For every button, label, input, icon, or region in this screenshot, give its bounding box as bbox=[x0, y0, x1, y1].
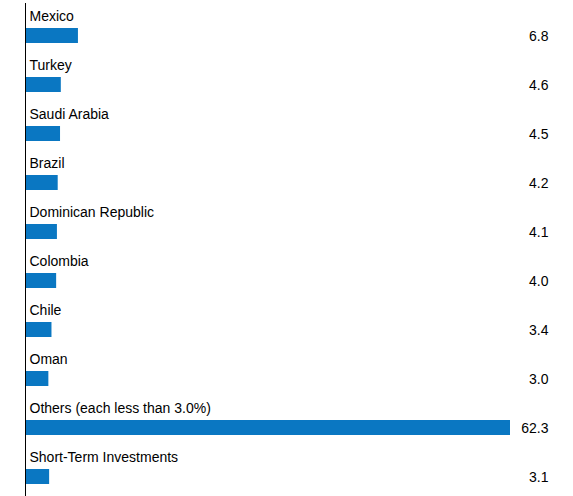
svg-text:3.0: 3.0 bbox=[529, 371, 549, 387]
svg-text:Brazil: Brazil bbox=[30, 155, 65, 171]
svg-text:4.2: 4.2 bbox=[529, 175, 549, 191]
svg-text:Oman: Oman bbox=[30, 351, 68, 367]
svg-text:Mexico: Mexico bbox=[30, 8, 75, 24]
svg-text:4.0: 4.0 bbox=[529, 273, 549, 289]
svg-text:Chile: Chile bbox=[30, 302, 62, 318]
svg-text:3.4: 3.4 bbox=[529, 322, 549, 338]
svg-text:Dominican Republic: Dominican Republic bbox=[30, 204, 155, 220]
svg-text:62.3: 62.3 bbox=[521, 420, 548, 436]
svg-text:4.1: 4.1 bbox=[529, 224, 549, 240]
svg-text:4.6: 4.6 bbox=[529, 77, 549, 93]
svg-text:3.1: 3.1 bbox=[529, 469, 549, 485]
svg-text:4.5: 4.5 bbox=[529, 126, 549, 142]
svg-text:6.8: 6.8 bbox=[529, 28, 549, 44]
svg-text:Saudi Arabia: Saudi Arabia bbox=[30, 106, 110, 122]
svg-text:Short-Term Investments: Short-Term Investments bbox=[30, 449, 179, 465]
svg-text:Others (each less than 3.0%): Others (each less than 3.0%) bbox=[30, 400, 211, 416]
svg-text:Turkey: Turkey bbox=[30, 57, 72, 73]
svg-text:Colombia: Colombia bbox=[30, 253, 89, 269]
